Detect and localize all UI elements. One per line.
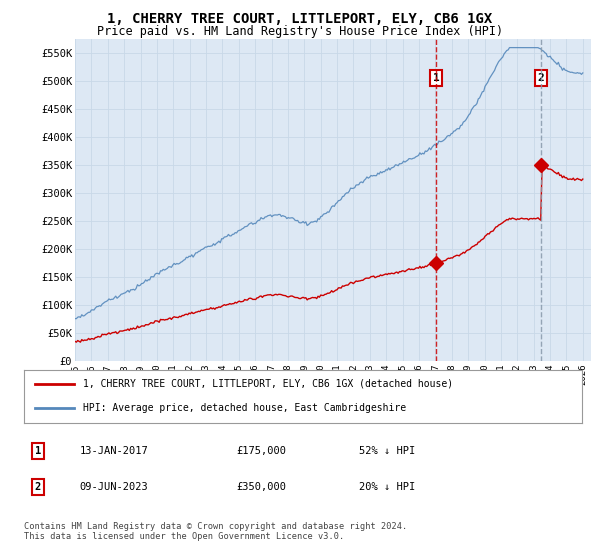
Text: HPI: Average price, detached house, East Cambridgeshire: HPI: Average price, detached house, East… [83, 403, 406, 413]
Text: 2: 2 [538, 73, 544, 83]
Text: 1: 1 [433, 73, 439, 83]
Text: Contains HM Land Registry data © Crown copyright and database right 2024.
This d: Contains HM Land Registry data © Crown c… [24, 522, 407, 542]
Text: 1, CHERRY TREE COURT, LITTLEPORT, ELY, CB6 1GX: 1, CHERRY TREE COURT, LITTLEPORT, ELY, C… [107, 12, 493, 26]
Text: 20% ↓ HPI: 20% ↓ HPI [359, 482, 415, 492]
Text: £350,000: £350,000 [236, 482, 286, 492]
Text: £175,000: £175,000 [236, 446, 286, 456]
Text: 1, CHERRY TREE COURT, LITTLEPORT, ELY, CB6 1GX (detached house): 1, CHERRY TREE COURT, LITTLEPORT, ELY, C… [83, 379, 453, 389]
Text: 13-JAN-2017: 13-JAN-2017 [80, 446, 149, 456]
Text: 52% ↓ HPI: 52% ↓ HPI [359, 446, 415, 456]
Text: 09-JUN-2023: 09-JUN-2023 [80, 482, 149, 492]
Text: Price paid vs. HM Land Registry's House Price Index (HPI): Price paid vs. HM Land Registry's House … [97, 25, 503, 38]
Text: 2: 2 [35, 482, 41, 492]
Text: 1: 1 [35, 446, 41, 456]
